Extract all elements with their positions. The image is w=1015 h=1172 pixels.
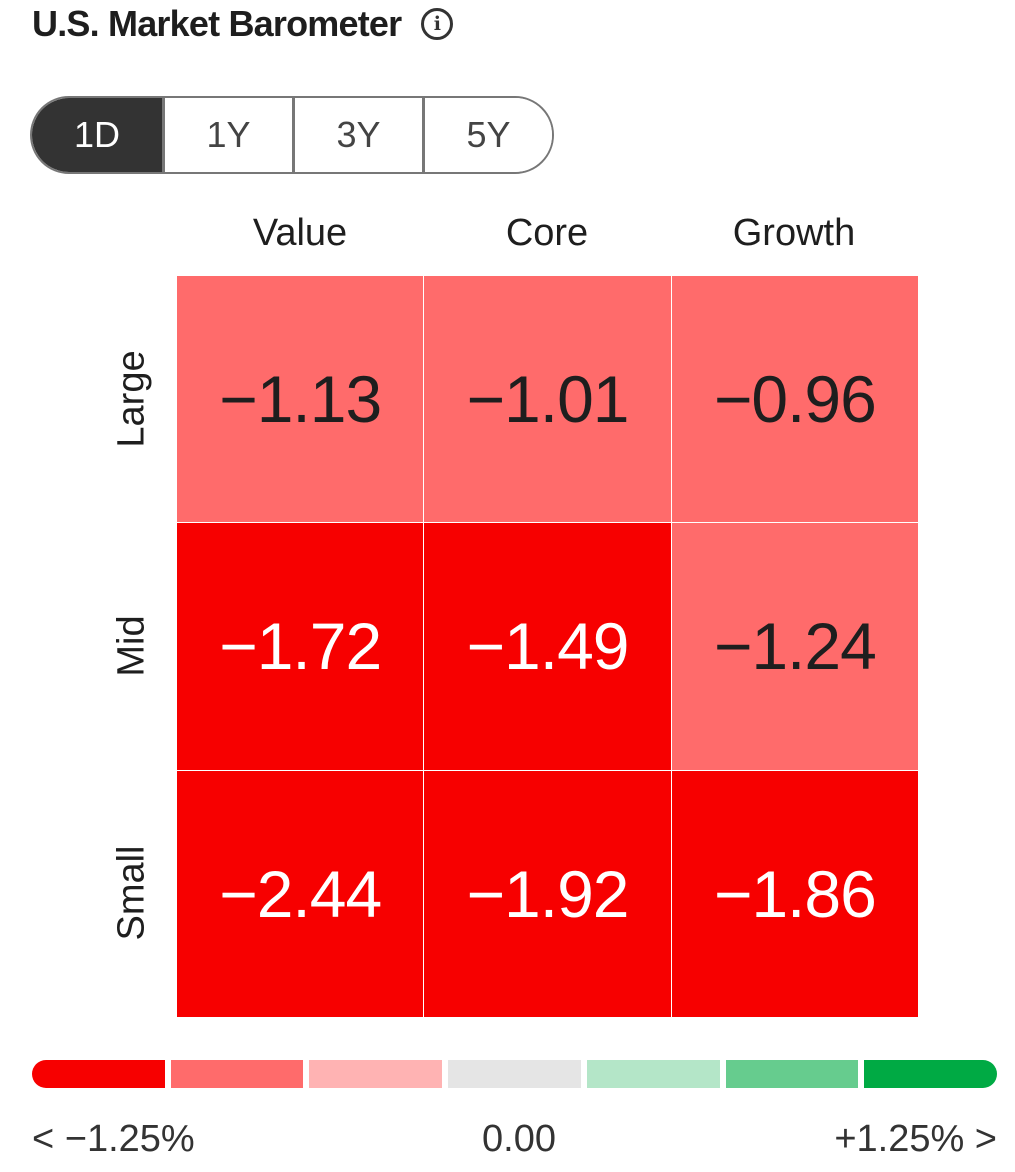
tab-1d[interactable]: 1D: [32, 98, 162, 172]
heatmap-cell-large-core[interactable]: −1.01: [424, 276, 671, 523]
heatmap-cell-mid-growth[interactable]: −1.24: [671, 523, 918, 770]
column-header-value: Value: [252, 212, 348, 254]
row-header-mid-label: Mid: [110, 615, 153, 677]
column-header-core: Core: [505, 212, 589, 254]
legend-segment-5: [586, 1060, 720, 1088]
legend-segment-1: [32, 1060, 165, 1088]
heatmap-cell-mid-core[interactable]: −1.49: [424, 523, 671, 770]
heatmap-cell-small-growth[interactable]: −1.86: [671, 770, 918, 1017]
row-header-small-label: Small: [110, 845, 153, 941]
row-header-large-label: Large: [110, 350, 153, 448]
tab-1y[interactable]: 1Y: [162, 98, 292, 172]
column-header-growth: Growth: [732, 212, 856, 254]
title-row: U.S. Market Barometer i: [32, 0, 454, 48]
heatmap-cell-mid-value[interactable]: −1.72: [177, 523, 424, 770]
heatmap-grid: −1.13 −1.01 −0.96 −1.72 −1.49 −1.24 −2.4…: [177, 276, 918, 1017]
heatmap-cell-large-growth[interactable]: −0.96: [671, 276, 918, 523]
color-scale-legend: [32, 1060, 998, 1088]
legend-max-label: +1.25% >: [834, 1118, 997, 1160]
heatmap-cell-small-value[interactable]: −2.44: [177, 770, 424, 1017]
page-title: U.S. Market Barometer: [32, 3, 402, 44]
heatmap-cell-small-core[interactable]: −1.92: [424, 770, 671, 1017]
period-tabs: 1D 1Y 3Y 5Y: [30, 96, 554, 174]
legend-mid-label: 0.00: [482, 1118, 556, 1160]
legend-segment-4: [448, 1060, 581, 1088]
legend-segment-2: [170, 1060, 304, 1088]
tab-3y[interactable]: 3Y: [292, 98, 422, 172]
legend-segment-6: [725, 1060, 859, 1088]
legend-segment-3: [309, 1060, 443, 1088]
legend-min-label: < −1.25%: [32, 1118, 195, 1160]
heatmap-cell-large-value[interactable]: −1.13: [177, 276, 424, 523]
legend-segment-7: [864, 1060, 998, 1088]
info-icon[interactable]: i: [421, 8, 454, 40]
tab-5y[interactable]: 5Y: [422, 98, 552, 172]
